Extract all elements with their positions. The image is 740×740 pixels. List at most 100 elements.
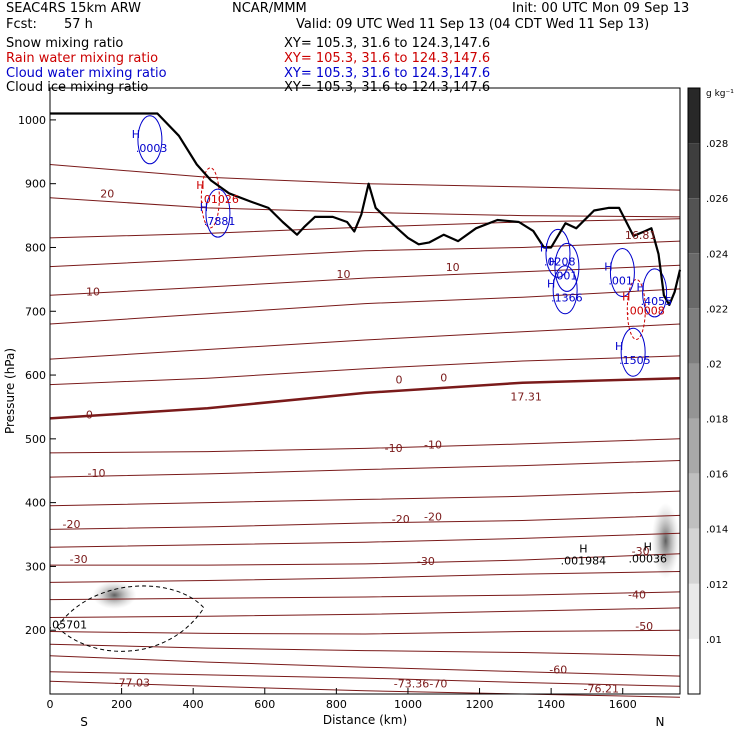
isotherm-label: -20: [392, 513, 410, 526]
cloud-water-max-label: .001: [553, 269, 578, 282]
cloud-water-contour: [609, 247, 635, 297]
colorbar-unit: g kg⁻¹: [706, 89, 734, 99]
colorbar-swatch: [688, 473, 700, 529]
colorbar-swatch: [688, 583, 700, 639]
colorbar-swatch: [688, 143, 700, 199]
isotherm-line: [49, 490, 681, 507]
isotherm-line: [49, 438, 681, 454]
cloud-water-contour: [620, 327, 646, 377]
isotherm-label: -40: [628, 588, 646, 601]
isotherm-line: [49, 607, 681, 618]
colorbar-swatch: [688, 638, 700, 694]
extremum-label: 16.81: [625, 229, 657, 242]
colorbar-swatch: [688, 308, 700, 364]
cloud-water-contour: [137, 115, 163, 165]
colorbar-swatch: [688, 253, 700, 309]
isotherm-label: 10: [86, 285, 100, 298]
snow-shade-blob: [92, 581, 137, 610]
isotherm-line: [49, 264, 681, 296]
valid-time: Valid: 09 UTC Wed 11 Sep 13 (04 CDT Wed …: [296, 17, 650, 32]
cloud-water-max-label: .7881: [204, 215, 236, 228]
isotherm-label: 10: [446, 261, 460, 274]
x-tick-label: 0: [47, 698, 54, 711]
isotherm-label: -50: [635, 620, 653, 633]
rain-max-marker: H: [622, 290, 630, 303]
colorbar-swatch: [688, 363, 700, 419]
y-tick-label: 300: [25, 560, 46, 573]
isotherm-line: [50, 553, 681, 566]
isotherm-line: [49, 240, 681, 268]
isotherm-label: 10: [337, 268, 351, 281]
isotherm-label: -10: [385, 442, 403, 455]
isotherm-label: -60: [549, 664, 567, 677]
isotherm-line: [49, 671, 681, 687]
isotherm-label: 0: [396, 373, 403, 386]
colorbar-label: .01: [706, 635, 722, 646]
colorbar-swatch: [688, 88, 700, 144]
isotherm-line: [49, 460, 681, 478]
cloud-water-contour: [205, 188, 231, 238]
x-tick-label: 1600: [609, 698, 637, 711]
x-tick-label: 400: [183, 698, 204, 711]
isotherm-line: [49, 355, 681, 386]
south-endpoint-label: S: [80, 715, 88, 729]
cloud-water-max-marker: H: [636, 281, 644, 294]
cloud-water-contour: [554, 242, 580, 292]
cloud-water-max-label: .0003: [136, 142, 168, 155]
isotherm-line: [49, 643, 681, 657]
isotherm-zero-line: [49, 376, 681, 420]
isotherm-line: [49, 591, 681, 601]
isotherm-line: [49, 218, 681, 239]
init-time: Init: 00 UTC Mon 09 Sep 13: [512, 1, 690, 16]
colorbar-label: .028: [706, 139, 728, 150]
colorbar-label: .016: [706, 470, 728, 481]
isotherm-label: -20: [62, 518, 80, 531]
isotherm-line: [49, 571, 681, 583]
isotherm-label: 0: [440, 371, 447, 384]
field-snow-name: Snow mixing ratio: [6, 36, 124, 51]
rain-max-label: .00008: [626, 304, 665, 317]
colorbar: .028 .026 .024 .022 .02 .018 .016 .014 .012 .01 g …: [687, 87, 734, 695]
snow-shade-blob: [651, 502, 680, 579]
snow-shading-layer: [92, 502, 680, 610]
isotherm-line: [49, 532, 681, 548]
rain-max-label: .01026: [200, 193, 239, 206]
colorbar-swatch: [688, 198, 700, 254]
producer-name: NCAR/MMM: [232, 1, 307, 16]
isotherm-line: [49, 323, 681, 360]
isotherm-line: [49, 288, 681, 325]
snow-max-label: .001984: [561, 555, 607, 568]
cloud-water-max-label: .1505: [619, 354, 651, 367]
cloud-water-contour: [545, 228, 571, 278]
north-endpoint-label: N: [656, 715, 665, 729]
mixing-ratio-contours: [56, 115, 668, 652]
colorbar-label: .026: [706, 194, 728, 205]
cloud-water-max-label: .001: [608, 274, 633, 287]
field-rain-name: Rain water mixing ratio: [6, 51, 159, 66]
cloud-water-contour: [642, 268, 668, 318]
cloud-water-max-marker: H: [540, 241, 548, 254]
x-tick-label: 600: [254, 698, 275, 711]
cloud-ice-label: .05701: [49, 618, 88, 631]
isotherm-label: 20: [100, 188, 114, 201]
forecast-hours: 57 h: [64, 17, 93, 32]
colorbar-label: .022: [706, 304, 728, 315]
rain-max-marker: H: [196, 179, 204, 192]
terrain-layer: [50, 112, 682, 306]
snow-max-marker: H: [644, 541, 652, 554]
colorbar-frame: [687, 87, 701, 695]
axes: 0 200 400 600 800 1000 1200 1400 160020030040050…: [3, 114, 664, 729]
isotherm-line: [49, 655, 681, 677]
isotherm-label: 0: [86, 408, 93, 421]
isotherm-line: [49, 197, 681, 218]
cloud-water-max-label: .1366: [551, 292, 583, 305]
x-tick-label: 1000: [394, 698, 422, 711]
y-tick-label: 200: [25, 624, 46, 637]
isotherm-label: -30: [70, 553, 88, 566]
cloud-water-max-marker: H: [615, 340, 623, 353]
x-tick-label: 200: [111, 698, 132, 711]
extremum-label: 17.31: [510, 391, 542, 404]
y-tick-label: 700: [25, 305, 46, 318]
temperature-contours: [49, 164, 681, 698]
isotherm-line: [49, 629, 681, 635]
